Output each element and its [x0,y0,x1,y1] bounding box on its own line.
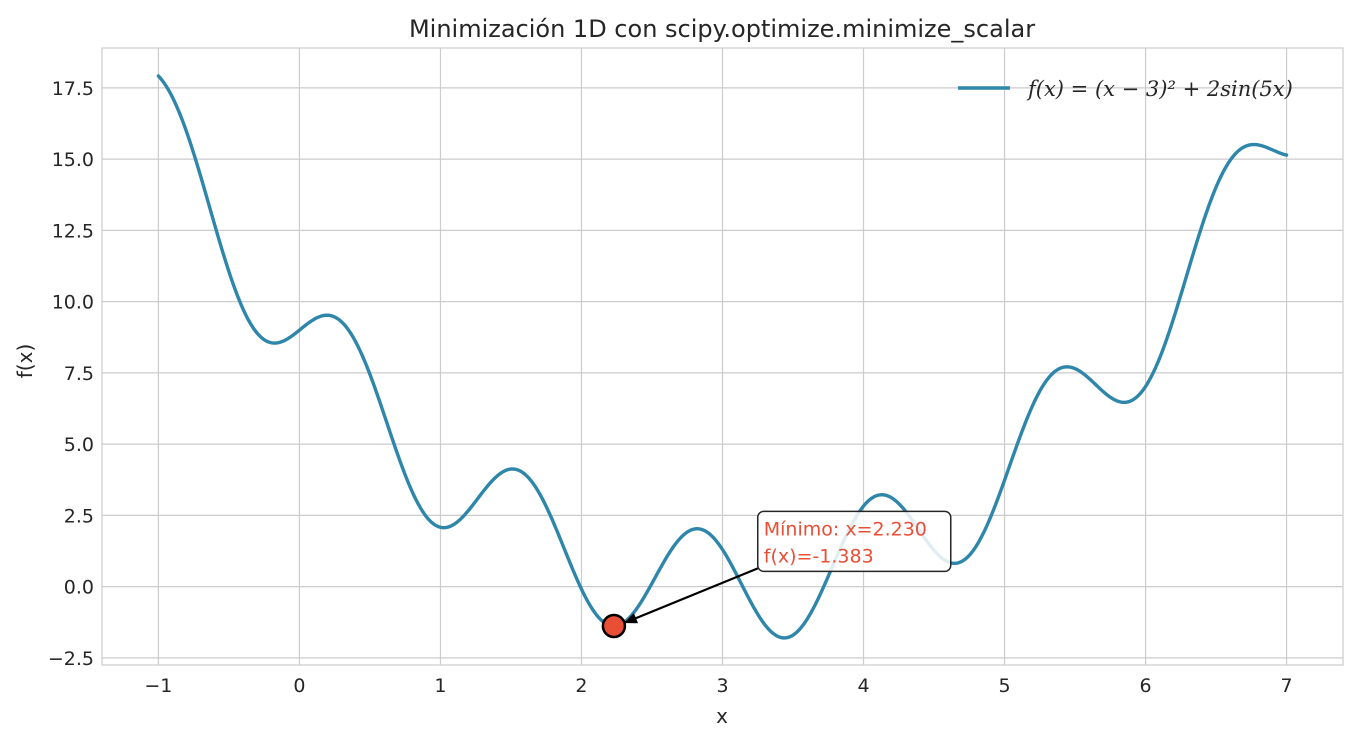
annotation-label-line1: Mínimo: x=2.230 [764,518,927,540]
y-tick-label: 7.5 [64,363,94,385]
legend-label: f(x) = (x − 3)² + 2sin(5x) [1026,77,1293,101]
x-tick-label: 5 [998,675,1010,697]
y-tick-label: 0.0 [64,577,94,599]
x-tick-label: 6 [1140,675,1152,697]
legend: f(x) = (x − 3)² + 2sin(5x) [958,77,1293,101]
x-tick-label: 1 [434,675,446,697]
grid [102,48,1343,665]
x-axis-ticks: −1 0 1 2 3 4 5 6 7 [144,675,1292,697]
x-tick-label: −1 [144,675,172,697]
annotation-box [757,510,952,573]
y-tick-label: 12.5 [52,220,94,242]
y-tick-label: 5.0 [64,434,94,456]
y-tick-label: −2.5 [48,648,94,670]
x-tick-label: 2 [575,675,587,697]
annotation-arrowhead [623,613,639,624]
series-line-f-x [156,74,1289,640]
y-tick-label: 17.5 [52,78,94,100]
x-tick-label: 7 [1281,675,1293,697]
y-tick-label: 10.0 [52,292,94,314]
annotation-label-line2: f(x)=-1.383 [764,545,874,567]
y-axis-ticks: −2.5 0.0 2.5 5.0 7.5 10.0 12.5 15.0 17.5 [48,78,94,670]
x-tick-label: 4 [857,675,869,697]
minimum-point-marker [601,613,627,639]
y-tick-label: 15.0 [52,149,94,171]
annotation-arrow [623,567,759,625]
plot-area-frame [101,47,1344,666]
y-axis-label: f(x) [13,344,37,378]
minimum-annotation: Mínimo: x=2.230 f(x)=-1.383 [623,510,952,625]
chart-title: Minimización 1D con scipy.optimize.minim… [409,15,1035,43]
x-axis-label: x [716,704,728,728]
x-tick-label: 0 [293,675,305,697]
x-tick-label: 3 [716,675,728,697]
y-tick-label: 2.5 [64,505,94,527]
